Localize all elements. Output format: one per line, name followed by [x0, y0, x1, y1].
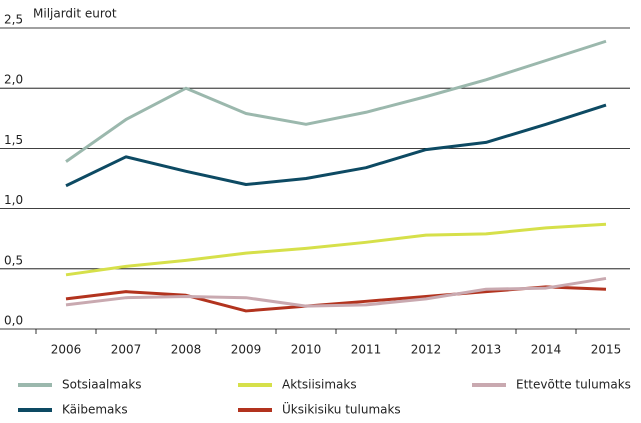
legend-label: Aktsiisimaks: [282, 378, 357, 392]
legend-label: Sotsiaalmaks: [62, 378, 142, 392]
series-line: [65, 222, 607, 277]
x-tick-label: 2010: [291, 343, 322, 357]
y-axis-label: Miljardit eurot: [33, 7, 117, 21]
x-tick-label: 2015: [591, 343, 622, 357]
y-tick-label: 1,5: [4, 133, 23, 147]
series-line: [65, 39, 607, 163]
legend-label: Käibemaks: [62, 403, 128, 417]
x-tick-label: 2007: [111, 343, 142, 357]
legend-label: Ettevõtte tulumaks: [516, 378, 631, 392]
y-tick-label: 2,0: [4, 73, 23, 87]
y-tick-label: 1,0: [4, 193, 23, 207]
series-line: [65, 285, 607, 313]
x-tick-label: 2014: [531, 343, 562, 357]
y-tick-label: 0,5: [4, 253, 23, 267]
x-tick-label: 2012: [411, 343, 442, 357]
x-tick-label: 2011: [351, 343, 382, 357]
x-tick-label: 2013: [471, 343, 502, 357]
x-tick-label: 2006: [51, 343, 82, 357]
y-tick-label: 0,0: [4, 314, 23, 328]
series-line: [65, 276, 607, 308]
x-tick-label: 2008: [171, 343, 202, 357]
y-tick-label: 2,5: [4, 13, 23, 27]
x-tick-label: 2009: [231, 343, 262, 357]
series-line: [65, 103, 607, 188]
legend-label: Üksikisiku tulumaks: [282, 401, 401, 417]
